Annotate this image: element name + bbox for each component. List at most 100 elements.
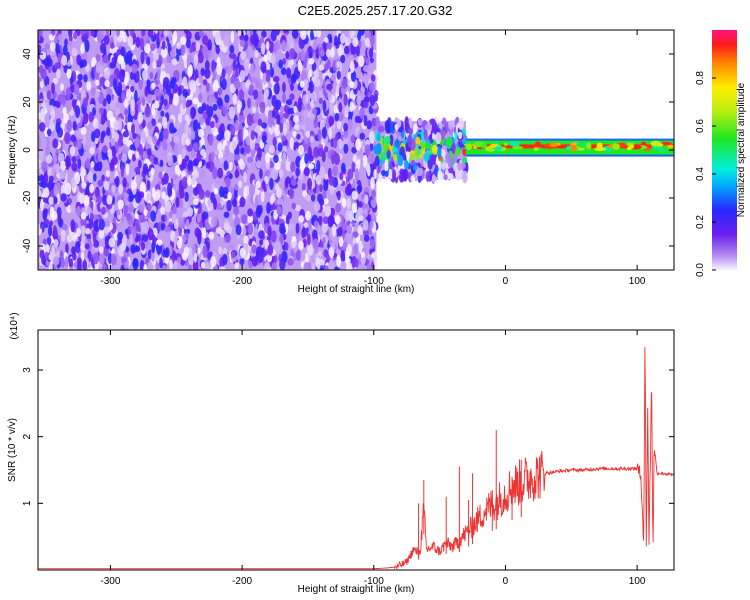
heatmap-cell bbox=[355, 138, 362, 151]
snr-panel: -300 -200 -100 0 100 1 2 3 Height of straight l… bbox=[7, 312, 675, 595]
heatmap-cell bbox=[150, 167, 155, 176]
heatmap-cell bbox=[115, 107, 121, 115]
heatmap-cell bbox=[214, 148, 219, 156]
heatmap-cell bbox=[89, 146, 96, 155]
heatmap-cell bbox=[295, 167, 300, 177]
heatmap-cell bbox=[298, 215, 304, 223]
heatmap-cell bbox=[219, 157, 224, 164]
heatmap-cell bbox=[347, 168, 354, 180]
heatmap-cell bbox=[232, 198, 238, 208]
heatmap-cell bbox=[76, 227, 82, 237]
heatmap-cell bbox=[162, 159, 168, 173]
heatmap-cell bbox=[84, 174, 89, 183]
heatmap-cell bbox=[231, 141, 237, 151]
heatmap-cell bbox=[57, 127, 64, 138]
heatmap-cell bbox=[181, 251, 188, 261]
heatmap-cell bbox=[261, 135, 267, 144]
heatmap-cell bbox=[102, 55, 109, 64]
heatmap-cell bbox=[222, 253, 228, 266]
heatmap-cell bbox=[159, 131, 164, 142]
heatmap-cell bbox=[312, 238, 319, 250]
heatmap-cell bbox=[95, 64, 100, 74]
heatmap-cell bbox=[53, 238, 59, 248]
heatmap-cell bbox=[355, 258, 359, 268]
heatmap-cell bbox=[274, 161, 281, 171]
heatmap-cell bbox=[312, 30, 319, 38]
heatmap-cell bbox=[197, 51, 204, 64]
heatmap-cell bbox=[186, 54, 191, 68]
heatmap-cell bbox=[318, 97, 323, 105]
heatmap-cell bbox=[370, 199, 377, 209]
heatmap-cell bbox=[480, 144, 488, 149]
heatmap-cell bbox=[132, 154, 136, 162]
heatmap-cell bbox=[104, 220, 111, 228]
heatmap-cell bbox=[208, 133, 214, 146]
heatmap-cell bbox=[66, 119, 73, 133]
heatmap-cell bbox=[141, 130, 147, 144]
heatmap-cell bbox=[141, 30, 146, 37]
heatmap-cell bbox=[373, 144, 380, 155]
heatmap-cell bbox=[151, 82, 156, 90]
heatmap-cell bbox=[224, 94, 230, 104]
heatmap-cell bbox=[38, 189, 42, 197]
heatmap-cell bbox=[137, 159, 142, 169]
heatmap-cell bbox=[52, 77, 59, 85]
heatmap-cell bbox=[212, 79, 219, 92]
heatmap-cell bbox=[46, 90, 52, 101]
heatmap-cell bbox=[184, 155, 190, 162]
heatmap-cell bbox=[437, 146, 442, 159]
heatmap-cell bbox=[38, 135, 42, 149]
heatmap-cell bbox=[120, 165, 125, 178]
heatmap-cell bbox=[299, 158, 306, 171]
heatmap-cell bbox=[192, 260, 199, 270]
heatmap-cell bbox=[55, 42, 60, 53]
heatmap-cell bbox=[216, 97, 223, 107]
heatmap-cell bbox=[369, 94, 376, 107]
heatmap-cell bbox=[257, 118, 263, 126]
heatmap-cell bbox=[201, 102, 207, 112]
heatmap-cell bbox=[304, 153, 309, 165]
heatmap-cell bbox=[251, 244, 257, 254]
heatmap-cell bbox=[50, 109, 56, 121]
heatmap-cell bbox=[230, 30, 235, 44]
heatmap-cell bbox=[187, 65, 193, 78]
heatmap-cell bbox=[93, 214, 99, 221]
heatmap-cell bbox=[323, 198, 329, 205]
heatmap-cell bbox=[177, 256, 182, 264]
heatmap-cell bbox=[160, 95, 165, 106]
heatmap-cell bbox=[221, 68, 226, 79]
heatmap-cell bbox=[168, 132, 173, 143]
snr-y-axis-unit: (x10⁴) bbox=[9, 312, 20, 339]
heatmap-cell bbox=[164, 247, 170, 258]
heatmap-cell bbox=[250, 34, 256, 45]
heatmap-cell bbox=[313, 202, 321, 212]
heatmap-cell bbox=[95, 90, 100, 99]
heatmap-cell bbox=[182, 76, 188, 88]
heatmap-cell bbox=[389, 134, 394, 146]
heatmap-cell bbox=[494, 146, 502, 152]
heatmap-cell bbox=[343, 143, 349, 154]
heatmap-cell bbox=[265, 74, 271, 83]
heatmap-cell bbox=[172, 206, 177, 215]
heatmap-cell bbox=[335, 133, 339, 141]
heatmap-cell bbox=[299, 80, 305, 88]
heatmap-cell bbox=[369, 238, 375, 250]
heatmap-cell bbox=[64, 38, 68, 47]
heatmap-cell bbox=[247, 156, 254, 163]
heatmap-cell bbox=[297, 59, 302, 72]
heatmap-cell bbox=[285, 214, 290, 225]
heatmap-cell bbox=[307, 243, 314, 256]
heatmap-cell bbox=[89, 183, 95, 194]
heatmap-cell bbox=[177, 113, 183, 124]
heatmap-cell bbox=[370, 74, 376, 82]
heatmap-cell bbox=[238, 89, 245, 102]
heatmap-cell bbox=[176, 42, 182, 50]
y-tick-label: 2 bbox=[22, 433, 33, 439]
heatmap-cell bbox=[414, 146, 419, 155]
heatmap-cell bbox=[251, 106, 257, 114]
heatmap-cell bbox=[108, 237, 116, 248]
heatmap-cell bbox=[184, 191, 189, 203]
heatmap-cell bbox=[117, 199, 124, 210]
heatmap-cell bbox=[265, 41, 270, 50]
heatmap-cell bbox=[310, 90, 317, 102]
